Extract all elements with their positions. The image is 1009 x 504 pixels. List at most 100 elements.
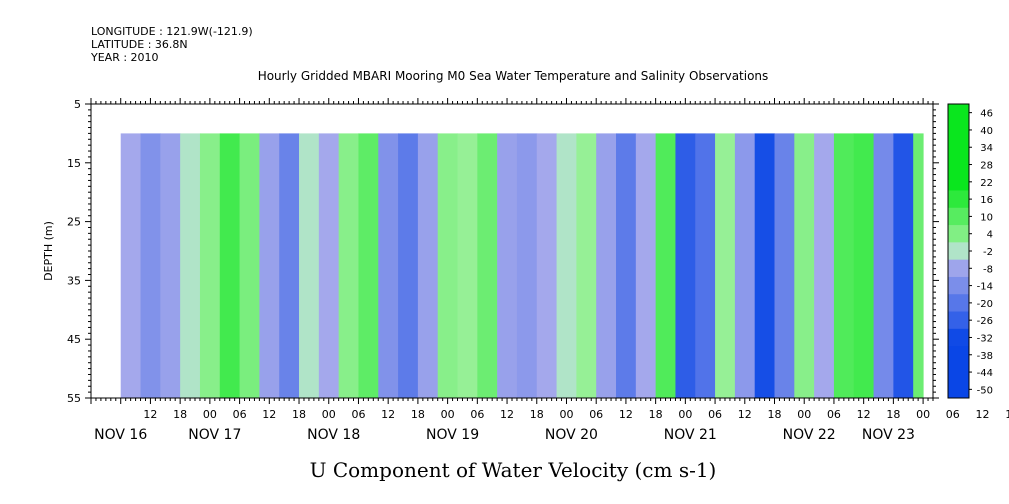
colorbar-label: -32 <box>977 333 993 344</box>
colorbar-segment <box>948 311 969 330</box>
heatmap-cell <box>398 133 419 398</box>
x-hour-label: 18 <box>886 408 900 421</box>
heatmap-cell <box>833 133 855 398</box>
colorbar-segment <box>948 173 969 191</box>
x-hour-label: 18 <box>1005 408 1009 421</box>
heatmap-cell <box>616 133 637 398</box>
x-hour-label: 00 <box>916 408 930 421</box>
x-hour-label: 06 <box>470 408 484 421</box>
colorbar-segment <box>948 121 969 140</box>
colorbar-segment <box>948 155 969 174</box>
colorbar-segment <box>948 276 969 295</box>
y-axis: 5 15 25 35 45 55 <box>67 98 939 405</box>
x-hour-label: 12 <box>738 408 752 421</box>
heatmap-cell <box>180 133 201 398</box>
colorbar-segment <box>948 363 969 382</box>
colorbar-segment <box>948 138 969 157</box>
colorbar-frame <box>947 103 970 399</box>
heatmap-cell <box>635 133 657 398</box>
x-hour-label: 00 <box>678 408 692 421</box>
colorbar-segment <box>948 104 969 122</box>
colorbar-segment <box>948 225 969 243</box>
heatmap-cell <box>675 133 696 398</box>
x-hour-label: 12 <box>857 408 871 421</box>
colorbar-segment <box>948 346 969 364</box>
colorbar-label: -26 <box>977 316 993 327</box>
x-hour-label: 12 <box>143 408 157 421</box>
heatmap-cell <box>814 133 835 398</box>
heatmap-cell <box>754 133 776 398</box>
heatmap-cell <box>715 133 736 398</box>
heatmap-cell <box>556 133 577 398</box>
y-tick-label: 35 <box>67 274 81 287</box>
heatmap-cell <box>437 133 459 398</box>
heatmap-cell <box>120 133 142 398</box>
colorbar-label: -8 <box>983 264 993 275</box>
heatmap-cell <box>358 133 379 398</box>
chart-title: Hourly Gridded MBARI Mooring M0 Sea Wate… <box>258 69 769 83</box>
latitude-label: LATITUDE : 36.8N <box>91 38 188 51</box>
x-day-label: NOV 19 <box>426 427 479 443</box>
x-hour-label: 06 <box>589 408 603 421</box>
colorbar-label: -2 <box>983 247 993 258</box>
longitude-label: LONGITUDE : 121.9W(-121.9) <box>91 25 253 38</box>
x-hour-label: 00 <box>203 408 217 421</box>
heatmap-cell <box>140 133 161 398</box>
x-hour-label: 00 <box>322 408 336 421</box>
colorbar-label: 46 <box>980 109 993 120</box>
heatmap-cell <box>318 133 340 398</box>
y-tick-label: 5 <box>74 98 81 111</box>
colorbar-label: -38 <box>977 351 993 362</box>
heatmap-cell <box>853 133 875 398</box>
x-hour-label: 06 <box>946 408 960 421</box>
x-hour-label: 18 <box>768 408 782 421</box>
colorbar-label: 28 <box>980 161 993 172</box>
colorbar-segment <box>948 380 969 399</box>
x-day-label: NOV 21 <box>664 427 717 443</box>
y-tick-label: 15 <box>67 157 81 170</box>
heatmap-cell <box>239 133 260 398</box>
x-hour-label: 12 <box>262 408 276 421</box>
x-hour-label: 06 <box>351 408 365 421</box>
heatmap-cell <box>695 133 716 398</box>
colorbar-label: 34 <box>980 143 993 154</box>
heatmap-cell <box>378 133 399 398</box>
x-axis: 12 18 00 06 12 18 00 06 12 18 00 06 12 18 00 06 12 18 00 06… <box>90 98 1009 443</box>
heatmap-cell <box>913 133 924 398</box>
x-hour-label: 06 <box>233 408 247 421</box>
colorbar-label: -14 <box>977 282 993 293</box>
colorbar-segment <box>948 242 969 261</box>
x-day-label: NOV 20 <box>545 427 598 443</box>
x-hour-label: 18 <box>411 408 425 421</box>
x-hour-label: 12 <box>976 408 990 421</box>
y-tick-label: 45 <box>67 333 81 346</box>
colorbar-label: 40 <box>980 126 993 137</box>
y-tick-label: 55 <box>67 392 81 405</box>
x-day-label: NOV 22 <box>783 427 836 443</box>
colorbar-label: 10 <box>980 212 993 223</box>
x-hour-label: 06 <box>708 408 722 421</box>
heatmap-cell <box>596 133 617 398</box>
colorbar-label: -44 <box>977 368 993 379</box>
heatmap-cell <box>417 133 439 398</box>
x-hour-label: 06 <box>827 408 841 421</box>
heatmap-cell <box>576 133 597 398</box>
plot-area <box>120 133 924 398</box>
heatmap-cell <box>299 133 320 398</box>
x-day-label: NOV 23 <box>862 427 915 443</box>
year-label: YEAR : 2010 <box>91 51 159 64</box>
colorbar-segment <box>948 259 969 278</box>
x-day-label: NOV 16 <box>94 427 147 443</box>
x-hour-label: 12 <box>381 408 395 421</box>
x-hour-label: 00 <box>441 408 455 421</box>
x-day-label: NOV 18 <box>307 427 360 443</box>
x-hour-label: 18 <box>292 408 306 421</box>
heatmap-cell <box>794 133 815 398</box>
heatmap-cell <box>893 133 914 398</box>
x-hour-label: 12 <box>500 408 514 421</box>
heatmap-cell <box>655 133 676 398</box>
x-hour-label: 00 <box>559 408 573 421</box>
x-axis-label: U Component of Water Velocity (cm s-1) <box>310 458 717 482</box>
x-hour-label: 18 <box>530 408 544 421</box>
